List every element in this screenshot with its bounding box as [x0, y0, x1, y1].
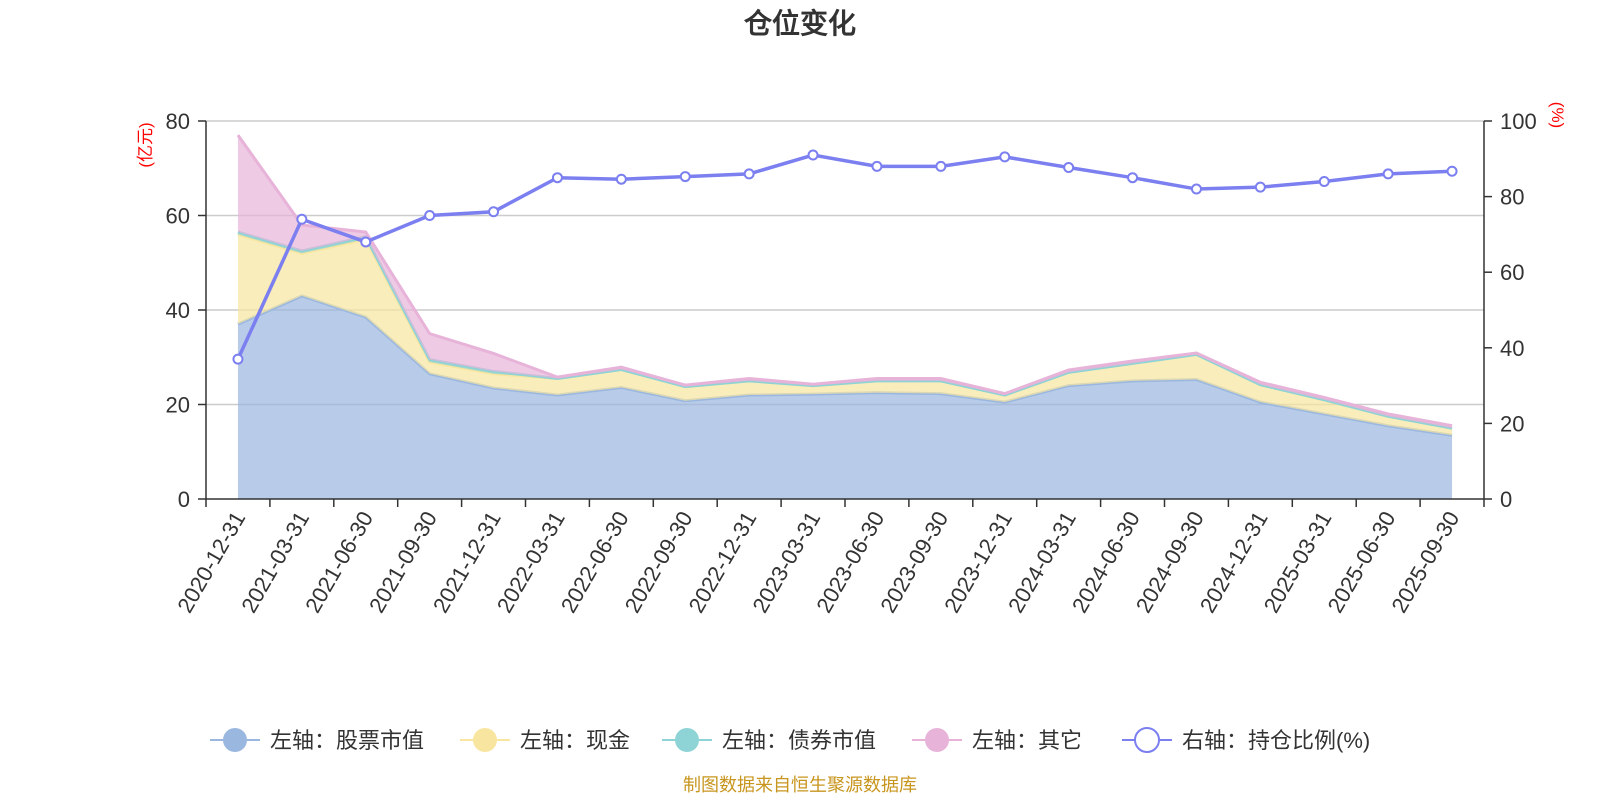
ratio-point	[807, 149, 819, 161]
ratio-point	[232, 353, 244, 365]
left-axis-tick-label: 20	[166, 393, 190, 418]
ratio-point	[871, 160, 883, 172]
ratio-point	[488, 206, 500, 218]
legend-marker	[675, 728, 699, 752]
legend-marker	[223, 728, 247, 752]
ratio-point	[1190, 183, 1202, 195]
stacked-areas	[236, 134, 1453, 499]
left-axis-tick-label: 40	[166, 298, 190, 323]
ratio-point	[424, 210, 436, 221]
ratio-point	[743, 168, 755, 180]
ratio-line-path	[236, 153, 1453, 360]
legend-label: 右轴：持仓比例(%)	[1182, 728, 1370, 753]
right-axis-tick-label: 20	[1500, 411, 1524, 436]
area-series-1	[237, 234, 1453, 436]
area-edge-0	[237, 294, 1453, 437]
ratio-point	[679, 171, 691, 183]
ratio-point	[1318, 175, 1330, 187]
legend-label: 左轴：股票市值	[270, 728, 424, 753]
right-axis-unit: (%)	[1548, 102, 1567, 128]
legend-item: 左轴：现金	[460, 728, 630, 753]
legend-marker	[473, 728, 497, 752]
left-axis-tick-label: 0	[178, 487, 190, 512]
ratio-line	[232, 149, 1458, 365]
legend-marker	[1134, 727, 1160, 753]
ratio-point	[1127, 172, 1139, 184]
left-axis-tick-label: 80	[166, 109, 190, 134]
legend-marker	[925, 728, 949, 752]
legend-item: 右轴：持仓比例(%)	[1122, 727, 1370, 753]
ratio-point	[999, 151, 1011, 163]
area-edge-3	[236, 134, 1453, 428]
right-axis-tick-label: 40	[1500, 336, 1524, 361]
legend-label: 左轴：其它	[972, 728, 1082, 753]
legend-item: 左轴：债券市值	[662, 728, 876, 753]
ratio-point	[1446, 165, 1458, 177]
right-axis-tick-label: 80	[1500, 185, 1524, 210]
right-axis-tick-label: 100	[1500, 109, 1537, 134]
legend-label: 左轴：现金	[520, 728, 630, 753]
chart-title: 仓位变化	[744, 7, 856, 39]
ratio-point	[360, 236, 372, 248]
ratio-point	[1063, 161, 1075, 173]
ratio-point	[1382, 168, 1394, 180]
legend-label: 左轴：债券市值	[722, 728, 876, 753]
legend: 左轴：股票市值 左轴：现金 左轴：债券市值 左轴：其它 右轴：持仓比例(%)	[210, 727, 1370, 753]
right-axis-tick-label: 60	[1500, 260, 1524, 285]
left-axis-unit: (亿元)	[136, 122, 155, 167]
ratio-point	[935, 160, 947, 172]
right-axis-tick-label: 0	[1500, 487, 1512, 512]
data-source-note: 制图数据来自恒生聚源数据库	[683, 775, 917, 795]
ratio-point	[296, 213, 308, 225]
left-axis-tick-label: 60	[166, 204, 190, 229]
ratio-point	[551, 172, 563, 184]
area-series-0	[237, 295, 1453, 499]
ratio-point	[615, 173, 627, 185]
legend-item: 左轴：股票市值	[210, 728, 424, 753]
legend-item: 左轴：其它	[912, 728, 1082, 753]
ratio-point	[1254, 181, 1266, 193]
